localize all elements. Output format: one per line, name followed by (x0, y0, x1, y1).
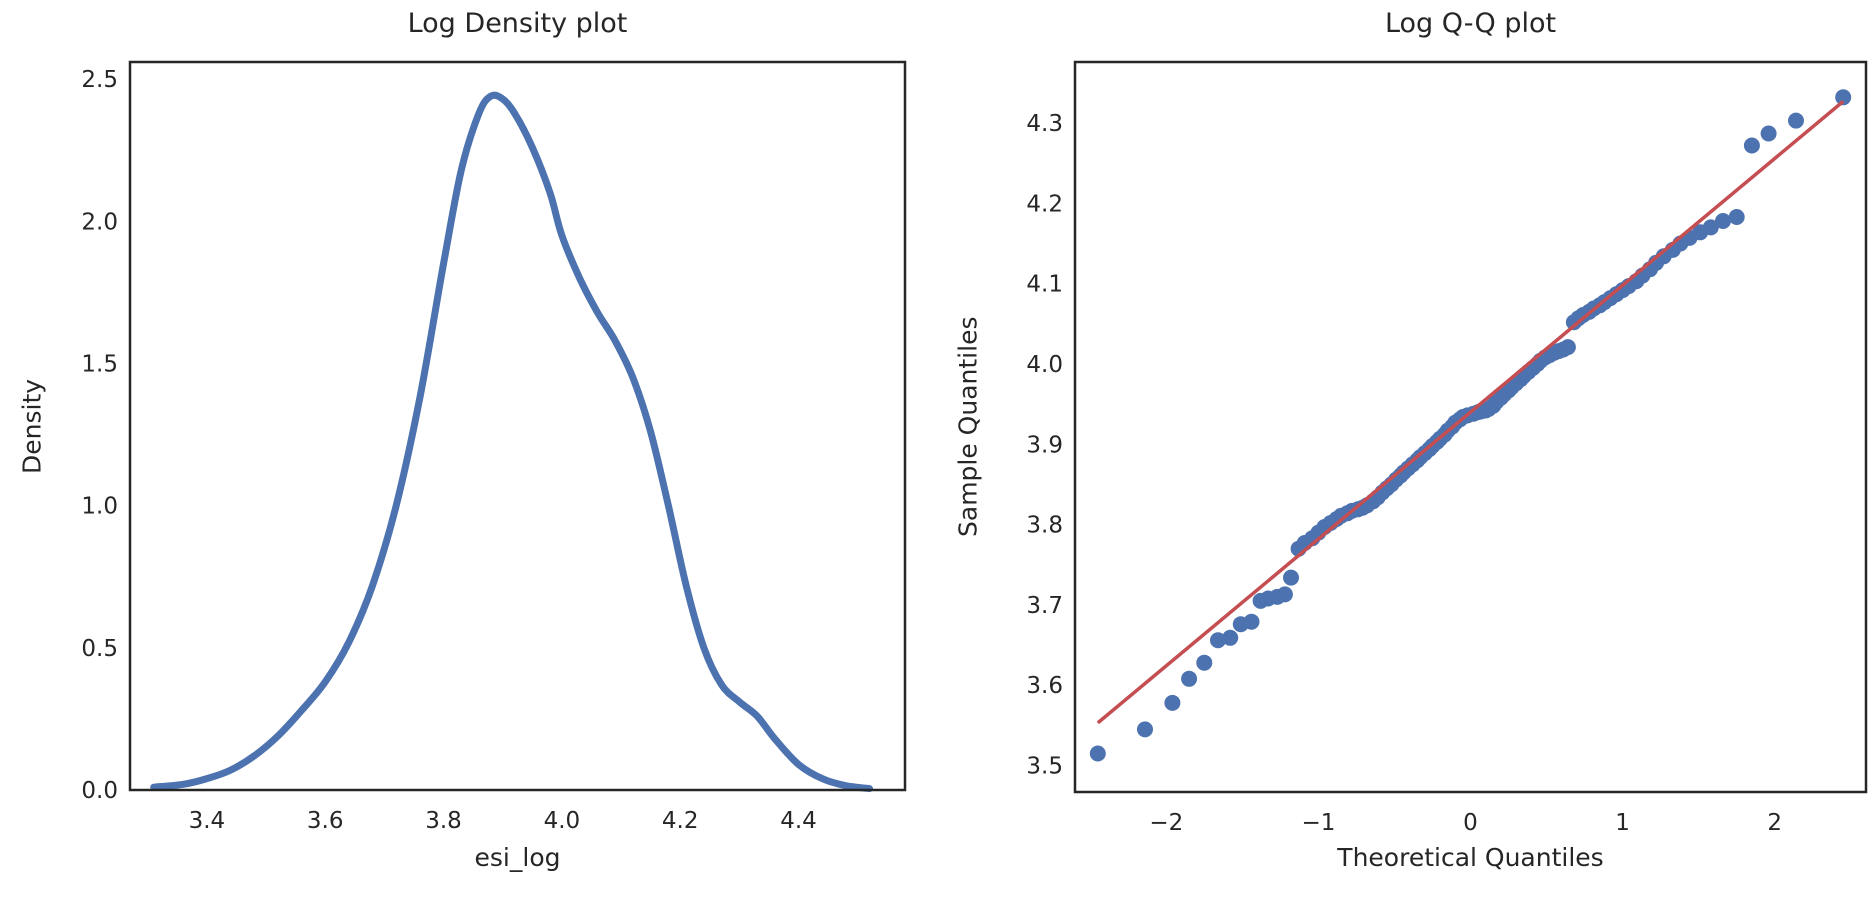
density-curve (150, 91, 873, 793)
qq-point (1137, 721, 1153, 738)
x-tick-label: 2 (1767, 810, 1782, 836)
qq-point (1743, 137, 1760, 154)
qq-point (1210, 632, 1226, 649)
qq-point (1222, 629, 1239, 646)
qq-fit-line (1096, 100, 1845, 725)
x-tick-label: −1 (1301, 810, 1335, 836)
y-tick-label: 3.5 (1026, 754, 1063, 780)
y-tick-label: 4.1 (1026, 272, 1063, 298)
y-tick-label: 2.5 (81, 67, 118, 93)
y-tick-label: 3.7 (1026, 593, 1063, 619)
y-tick-label: 3.9 (1026, 432, 1063, 458)
qq-point (1788, 112, 1804, 129)
y-tick-label: 4.3 (1026, 111, 1063, 137)
qq-point (1089, 745, 1106, 762)
qq-point (1702, 219, 1719, 236)
x-tick-label: 4.2 (662, 808, 699, 834)
qq-point (1835, 89, 1852, 106)
qq-xlabel: Theoretical Quantiles (1337, 843, 1604, 872)
qq-point (1728, 209, 1745, 225)
y-tick-label: 0.5 (81, 636, 118, 662)
x-tick-label: 3.4 (189, 808, 226, 834)
x-tick-label: 4.4 (780, 808, 817, 834)
x-tick-label: 0 (1463, 810, 1478, 836)
x-tick-label: 3.6 (307, 808, 344, 834)
y-tick-label: 0.0 (81, 778, 118, 804)
qq-point (1283, 569, 1299, 586)
y-tick-label: 2.0 (81, 209, 118, 235)
qq-point (1760, 125, 1777, 142)
plot-frame (1073, 60, 1868, 794)
qq-plot-title: Log Q-Q plot (1384, 8, 1557, 39)
x-tick-label: 3.8 (425, 808, 462, 834)
density-plot-title: Log Density plot (407, 8, 628, 39)
x-tick-label: 4.0 (544, 808, 581, 834)
qq-point (1196, 654, 1213, 671)
y-tick-label: 3.8 (1026, 513, 1063, 539)
x-tick-label: −2 (1149, 810, 1183, 836)
qq-point (1243, 613, 1260, 630)
qq-plot-canvas: −2 −1 0 1 2 3.5 3.6 3.7 3.8 3.9 4.0 4.1 4.2 4.3 (1026, 60, 1868, 836)
qq-point (1559, 339, 1576, 356)
qq-point (1276, 586, 1293, 603)
y-tick-label: 3.6 (1026, 673, 1063, 699)
qq-point (1181, 670, 1198, 687)
x-tick-label: 1 (1615, 810, 1630, 836)
density-plot-canvas: 3.4 3.6 3.8 4.0 4.2 4.4 0.0 0.5 1.0 1.5 2.0 2.5 (81, 60, 907, 834)
qq-point (1164, 694, 1181, 711)
y-tick-label: 4.2 (1026, 191, 1063, 217)
plot-frame (128, 60, 907, 792)
density-xlabel: esi_log (474, 843, 561, 872)
y-tick-label: 1.0 (81, 494, 118, 520)
y-tick-label: 4.0 (1026, 352, 1063, 378)
qq-point (1715, 213, 1731, 229)
y-tick-label: 1.5 (81, 351, 118, 377)
